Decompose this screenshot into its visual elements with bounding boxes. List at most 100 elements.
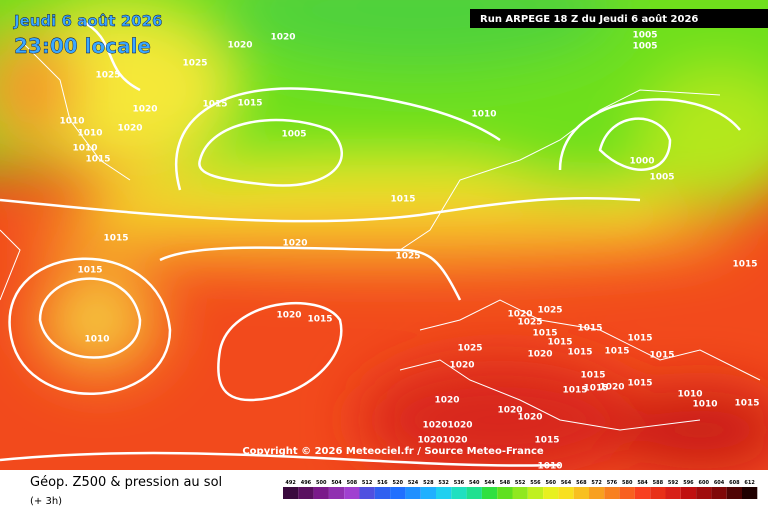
legend-value: 500 bbox=[316, 480, 327, 486]
isobar-label: 1015 bbox=[202, 100, 227, 110]
legend-value: 536 bbox=[454, 480, 465, 486]
isobar-label: 1015 bbox=[567, 348, 592, 358]
legend-value: 552 bbox=[515, 480, 526, 486]
legend-value: 560 bbox=[546, 480, 557, 486]
legend-value: 516 bbox=[377, 480, 388, 486]
legend-swatch bbox=[589, 487, 605, 499]
run-banner-bg bbox=[470, 9, 768, 28]
isobar-label: 1010 bbox=[59, 117, 84, 127]
isobar-label: 1025 bbox=[95, 71, 120, 81]
legend-value: 508 bbox=[347, 480, 358, 486]
legend-swatch bbox=[680, 487, 697, 499]
legend-value: 532 bbox=[438, 480, 449, 486]
isobar-label: 1020 bbox=[282, 239, 307, 249]
legend-value: 580 bbox=[622, 480, 633, 486]
legend-swatch bbox=[512, 487, 528, 499]
legend-swatch bbox=[573, 487, 589, 499]
isobar-label: 1020 bbox=[497, 406, 522, 416]
legend: 492 496 500 504 508 512 516 520 524 528 532 536 540 5… bbox=[283, 480, 758, 499]
legend-swatch bbox=[742, 487, 758, 499]
isobar-label: 1020 bbox=[434, 396, 459, 406]
legend-swatch bbox=[665, 487, 681, 499]
isobar-label: 1015 bbox=[77, 266, 102, 276]
footer-title: Géop. Z500 & pression au sol bbox=[30, 475, 222, 490]
isobar-label: 1005 bbox=[632, 42, 657, 52]
isobar-label: 1015 bbox=[547, 338, 572, 348]
isobar-label: 1020 bbox=[449, 361, 474, 371]
isobar-label: 1020 bbox=[442, 436, 467, 446]
run-banner: Run ARPEGE 18 Z du Jeudi 6 août 2026 bbox=[480, 13, 698, 25]
legend-value: 576 bbox=[607, 480, 618, 486]
legend-swatch bbox=[374, 487, 391, 499]
isobar-label: 1015 bbox=[734, 399, 759, 409]
legend-value: 564 bbox=[561, 480, 572, 486]
isobar-label: 1015 bbox=[85, 155, 110, 165]
legend-swatch bbox=[619, 487, 635, 499]
legend-swatch bbox=[283, 487, 299, 499]
legend-value: 540 bbox=[469, 480, 480, 486]
legend-swatch bbox=[405, 487, 421, 499]
legend-swatch bbox=[466, 487, 482, 499]
legend-swatch bbox=[650, 487, 666, 499]
isobar-label: 1020 bbox=[517, 413, 542, 423]
legend-swatch bbox=[711, 487, 727, 499]
isobar-label: 1010 bbox=[77, 129, 102, 139]
legend-value: 584 bbox=[637, 480, 648, 486]
footer-subtitle: (+ 3h) bbox=[30, 496, 62, 507]
legend-swatch bbox=[328, 487, 345, 499]
isobar-label: 1015 bbox=[627, 379, 652, 389]
isobar-label: 1015 bbox=[307, 315, 332, 325]
isobar-label: 1025 bbox=[537, 306, 562, 316]
legend-value: 504 bbox=[331, 480, 342, 486]
legend-swatch bbox=[344, 487, 360, 499]
legend-value: 588 bbox=[653, 480, 664, 486]
legend-swatch bbox=[436, 487, 452, 499]
isobar-label: 1020 bbox=[599, 383, 624, 393]
isobar-label: 1010 bbox=[692, 400, 717, 410]
isobar-label: 1010 bbox=[677, 390, 702, 400]
isobar-label: 1015 bbox=[577, 324, 602, 334]
isobar-label: 1005 bbox=[632, 31, 657, 41]
legend-swatch bbox=[420, 487, 436, 499]
legend-swatch bbox=[451, 487, 467, 499]
legend-value: 548 bbox=[500, 480, 511, 486]
legend-value: 596 bbox=[683, 480, 694, 486]
isobar-label: 1015 bbox=[627, 334, 652, 344]
legend-value: 524 bbox=[408, 480, 419, 486]
isobar-label: 1010 bbox=[72, 144, 97, 154]
isobar-label: 1020 bbox=[507, 310, 532, 320]
legend-swatch bbox=[726, 487, 742, 499]
copyright: Copyright © 2026 Meteociel.fr / Source M… bbox=[242, 446, 544, 457]
isobar-label: 1020 bbox=[447, 421, 472, 431]
isobar-label: 1015 bbox=[103, 234, 128, 244]
isobar-label: 1015 bbox=[534, 436, 559, 446]
isobar-label: 1020 bbox=[227, 41, 252, 51]
legend-swatch bbox=[604, 487, 620, 499]
isobar-label: 1015 bbox=[649, 351, 674, 361]
isobar-label: 1020 bbox=[117, 124, 142, 134]
legend-value: 492 bbox=[285, 480, 296, 486]
legend-swatch bbox=[481, 487, 498, 499]
coastlines bbox=[0, 39, 761, 431]
legend-value: 544 bbox=[484, 480, 495, 486]
legend-swatch bbox=[497, 487, 513, 499]
isobar-label: 1015 bbox=[237, 99, 262, 109]
isobar-label: 1020 bbox=[417, 436, 442, 446]
isobar-label: 1010 bbox=[537, 462, 562, 472]
isobar-label: 1020 bbox=[276, 311, 301, 321]
legend-value: 528 bbox=[423, 480, 434, 486]
isobar-label: 1015 bbox=[580, 371, 605, 381]
legend-swatch bbox=[390, 487, 406, 499]
legend-swatch bbox=[543, 487, 559, 499]
isobar-label: 1020 bbox=[527, 350, 552, 360]
isobar-label: 1025 bbox=[182, 59, 207, 69]
isobar-label: 1015 bbox=[532, 329, 557, 339]
legend-swatch bbox=[313, 487, 329, 499]
isobar-label: 1015 bbox=[732, 260, 757, 270]
isobar-label: 1010 bbox=[84, 335, 109, 345]
legend-swatch bbox=[696, 487, 712, 499]
legend-value: 512 bbox=[362, 480, 373, 486]
legend-value: 600 bbox=[699, 480, 710, 486]
